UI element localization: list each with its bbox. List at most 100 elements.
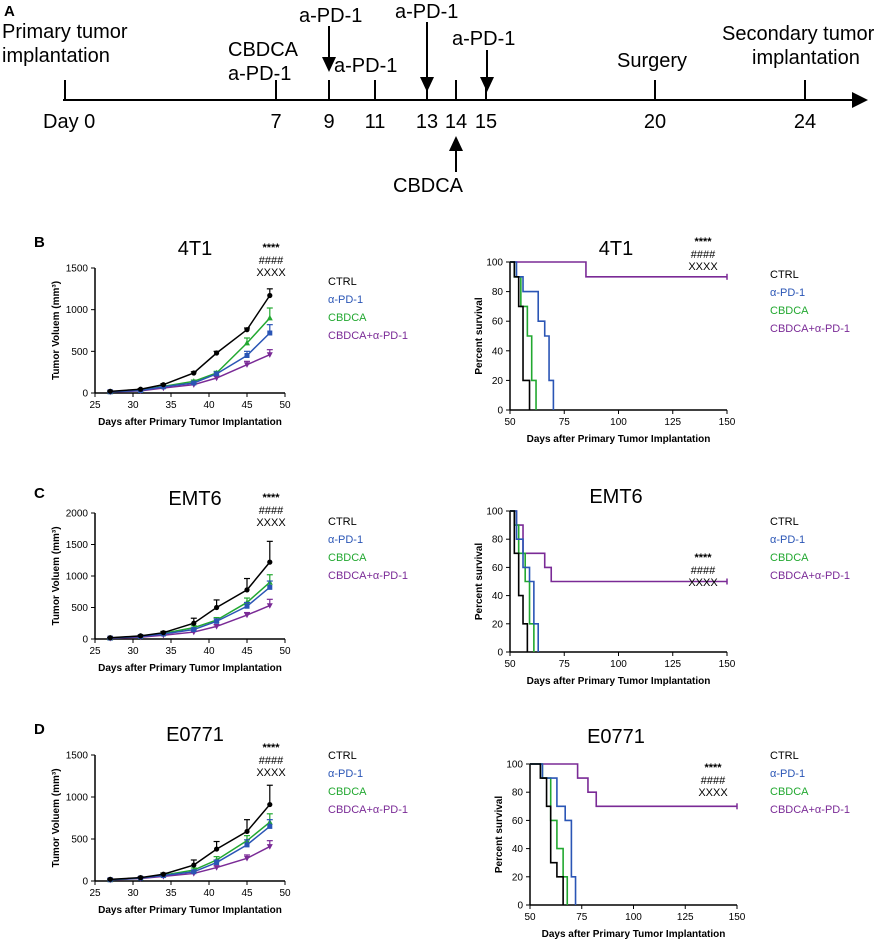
y-tick-label: 1000: [66, 572, 89, 583]
x-tick-label: 75: [559, 659, 571, 670]
legend-entry: CBDCA: [328, 312, 367, 324]
x-tick-label: 25: [89, 400, 101, 411]
y-tick-label: 60: [512, 816, 524, 827]
legend: CTRL α-PD-1 CBDCA CBDCA+α-PD-1: [328, 276, 408, 342]
significance-stars: ****: [694, 552, 712, 564]
legend-entry: α-PD-1: [770, 287, 805, 299]
data-point-CBDCA+α-PD-1: [266, 603, 273, 609]
timeline-day-label: 11: [365, 111, 386, 133]
series-α-PD-1: [107, 324, 273, 395]
arrow-d14-head: [449, 136, 463, 151]
legend-entry: α-PD-1: [328, 768, 363, 780]
timeline-day-label: 15: [475, 111, 497, 133]
data-point-CTRL: [107, 635, 113, 641]
legend-entry: α-PD-1: [328, 294, 363, 306]
legend-entry: CBDCA: [770, 786, 809, 798]
timeline: A Primary tumor implantation CBDCA a-PD-…: [2, 1, 875, 197]
x-axis-label: Days after Primary Tumor Implantation: [527, 434, 711, 445]
y-tick-label: 1000: [66, 793, 89, 804]
y-tick-label: 1500: [66, 751, 89, 762]
chart-C-survival: EMT6 50 75 100 125 150 0 20 40 60 80 100 Days after …: [474, 486, 850, 687]
data-point-CBDCA+α-PD-1: [244, 855, 250, 862]
label-surgery: Surgery: [617, 50, 687, 72]
data-point-CBDCA+α-PD-1: [213, 375, 220, 382]
data-point-CTRL: [244, 327, 250, 333]
y-tick-label: 1000: [66, 305, 89, 316]
data-point-CTRL: [244, 828, 250, 835]
series-CTRL: [107, 784, 273, 882]
significance-hashes: ####: [691, 249, 716, 261]
timeline-day-label: 24: [794, 111, 816, 133]
legend-entry: α-PD-1: [770, 534, 805, 546]
x-tick-label: 40: [203, 888, 215, 899]
data-point-CTRL: [160, 382, 166, 388]
survival-curve-CTRL: [510, 261, 531, 410]
significance-hashes: ####: [691, 565, 716, 577]
label-apd1-d13: a-PD-1: [395, 1, 458, 23]
y-tick-label: 0: [82, 877, 88, 888]
series-line: [110, 561, 271, 639]
survival-curve-CBDCA+α-PD-1: [510, 261, 727, 278]
data-point-α-PD-1: [191, 869, 197, 875]
significance-xs: XXXX: [256, 267, 286, 279]
data-point-CTRL: [138, 633, 144, 639]
significance-stars: ****: [262, 242, 280, 254]
series-line: [110, 845, 271, 881]
x-tick-label: 35: [165, 646, 177, 657]
data-point-CBDCA+α-PD-1: [213, 624, 220, 630]
x-tick-label: 100: [610, 417, 627, 428]
significance-hashes: ####: [259, 755, 284, 767]
x-axis-label: Days after Primary Tumor Implantation: [98, 663, 282, 674]
significance-stars: ****: [694, 236, 712, 248]
legend-entry: CBDCA: [770, 305, 809, 317]
data-point-α-PD-1: [214, 860, 220, 866]
legend: CTRL α-PD-1 CBDCA CBDCA+α-PD-1: [770, 516, 850, 582]
data-point-α-PD-1: [191, 380, 197, 386]
y-tick-label: 0: [497, 406, 503, 417]
y-tick-label: 60: [492, 563, 504, 574]
label-secondary-line1: Secondary tumor: [722, 23, 875, 45]
arrow-d9-head: [322, 57, 336, 72]
x-axis-label: Days after Primary Tumor Implantation: [527, 676, 711, 687]
label-primary-line1: Primary tumor: [2, 21, 128, 43]
x-tick-label: 75: [576, 912, 588, 923]
timeline-day-label: 14: [445, 111, 467, 133]
x-tick-label: 50: [504, 417, 516, 428]
x-tick-label: 50: [279, 646, 291, 657]
data-point-CTRL: [214, 846, 220, 852]
significance-hashes: ####: [259, 505, 284, 517]
data-point-CTRL: [267, 292, 273, 299]
label-apd1-d11: a-PD-1: [334, 55, 397, 77]
x-tick-label: 150: [729, 912, 746, 923]
y-tick-label: 20: [512, 872, 524, 883]
y-tick-label: 0: [497, 648, 503, 659]
data-point-CTRL: [214, 604, 220, 611]
significance-xs: XXXX: [688, 577, 718, 589]
y-tick-label: 100: [486, 507, 503, 518]
legend-entry: CTRL: [328, 750, 357, 762]
data-point-CTRL: [138, 386, 144, 392]
panel-letter-a: A: [4, 3, 15, 20]
chart-title: 4T1: [599, 238, 633, 260]
label-cbdca-d14: CBDCA: [393, 175, 464, 197]
survival-curve-α-PD-1: [510, 510, 540, 652]
x-tick-label: 25: [89, 888, 101, 899]
x-axis-label: Days after Primary Tumor Implantation: [98, 905, 282, 916]
data-point-CBDCA+α-PD-1: [266, 352, 273, 358]
y-tick-label: 500: [71, 603, 88, 614]
y-tick-label: 80: [492, 535, 504, 546]
survival-curve-α-PD-1: [530, 763, 577, 905]
significance-xs: XXXX: [698, 787, 728, 799]
y-tick-label: 0: [82, 389, 88, 400]
timeline-day-label: 7: [270, 111, 281, 133]
x-tick-label: 30: [127, 400, 139, 411]
y-axis-label: Percent survival: [474, 297, 485, 374]
survival-curve-CBDCA: [530, 763, 569, 905]
x-tick-label: 30: [127, 888, 139, 899]
legend: CTRL α-PD-1 CBDCA CBDCA+α-PD-1: [328, 750, 408, 816]
x-tick-label: 25: [89, 646, 101, 657]
timeline-day-label: 20: [644, 111, 666, 133]
data-point-CBDCA+α-PD-1: [244, 362, 250, 368]
